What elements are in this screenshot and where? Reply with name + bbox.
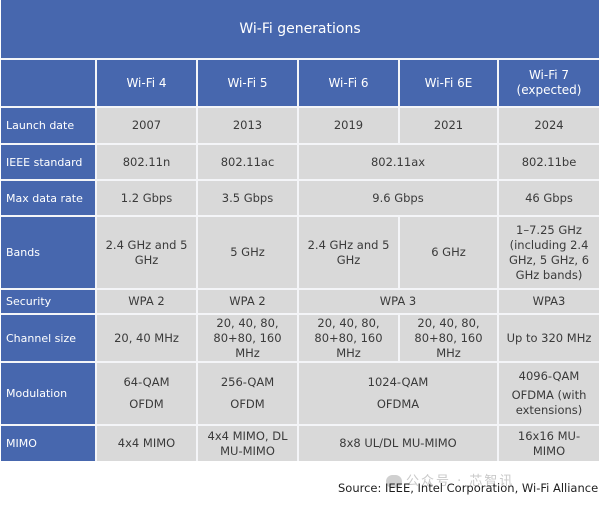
wifi-generations-table: Wi-Fi generations Wi-Fi 4 Wi-Fi 5 Wi-Fi …	[1, 0, 599, 461]
cell-launch-wifi6: 2019	[299, 108, 398, 143]
cell-security-wifi6-6e: WPA 3	[299, 290, 497, 313]
watermark: 公众号 · 芯智讯	[386, 470, 514, 489]
cell-ieee-wifi7: 802.11be	[499, 145, 599, 179]
col-header-wifi7-note: (expected)	[516, 83, 582, 97]
row-header-channel-size: Channel size	[1, 315, 95, 361]
col-header-wifi4: Wi-Fi 4	[97, 60, 196, 106]
cell-rate-wifi7: 46 Gbps	[499, 181, 599, 215]
modulation-qam: 4096-QAM	[518, 369, 580, 383]
cell-mimo-wifi4: 4x4 MIMO	[97, 426, 196, 461]
cell-launch-wifi4: 2007	[97, 108, 196, 143]
cell-launch-wifi7: 2024	[499, 108, 599, 143]
cell-channel-wifi5: 20, 40, 80, 80+80, 160 MHz	[198, 315, 297, 361]
cell-channel-wifi7: Up to 320 MHz	[499, 315, 599, 361]
row-header-modulation: Modulation	[1, 363, 95, 424]
row-header-security: Security	[1, 290, 95, 313]
cell-channel-wifi4: 20, 40 MHz	[97, 315, 196, 361]
cell-launch-wifi6e: 2021	[400, 108, 497, 143]
cell-rate-wifi5: 3.5 Gbps	[198, 181, 297, 215]
cell-ieee-wifi5: 802.11ac	[198, 145, 297, 179]
header-corner	[1, 60, 95, 106]
modulation-scheme: OFDM	[230, 397, 265, 411]
cell-security-wifi5: WPA 2	[198, 290, 297, 313]
cell-mimo-wifi7: 16x16 MU-MIMO	[499, 426, 599, 461]
source-caption: Source: IEEE, Intel Corporation, Wi-Fi A…	[338, 481, 599, 495]
col-header-wifi7-name: Wi-Fi 7	[528, 68, 570, 82]
col-header-wifi6e: Wi-Fi 6E	[400, 60, 497, 106]
cell-mimo-wifi6-6e: 8x8 UL/DL MU-MIMO	[299, 426, 497, 461]
row-header-bands: Bands	[1, 217, 95, 288]
modulation-scheme: OFDMA (with extensions)	[511, 388, 587, 417]
row-header-launch-date: Launch date	[1, 108, 95, 143]
col-header-wifi6: Wi-Fi 6	[299, 60, 398, 106]
modulation-scheme: OFDM	[129, 397, 164, 411]
cell-security-wifi4: WPA 2	[97, 290, 196, 313]
row-header-mimo: MIMO	[1, 426, 95, 461]
modulation-qam: 64-QAM	[123, 375, 170, 389]
cell-bands-wifi6: 2.4 GHz and 5 GHz	[299, 217, 398, 288]
cell-security-wifi7: WPA3	[499, 290, 599, 313]
cell-rate-wifi4: 1.2 Gbps	[97, 181, 196, 215]
cell-modulation-wifi5: 256-QAM OFDM	[198, 363, 297, 424]
cell-modulation-wifi4: 64-QAM OFDM	[97, 363, 196, 424]
watermark-text: 公众号 · 芯智讯	[406, 474, 515, 489]
row-header-ieee-standard: IEEE standard	[1, 145, 95, 179]
modulation-scheme: OFDMA	[376, 397, 420, 411]
cell-launch-wifi5: 2013	[198, 108, 297, 143]
cell-modulation-wifi7: 4096-QAM OFDMA (with extensions)	[499, 363, 599, 424]
cell-rate-wifi6-6e: 9.6 Gbps	[299, 181, 497, 215]
modulation-qam: 256-QAM	[220, 375, 275, 389]
table-title: Wi-Fi generations	[1, 0, 599, 58]
cell-ieee-wifi4: 802.11n	[97, 145, 196, 179]
row-header-max-data-rate: Max data rate	[1, 181, 95, 215]
cell-ieee-wifi6-6e: 802.11ax	[299, 145, 497, 179]
cell-bands-wifi4: 2.4 GHz and 5 GHz	[97, 217, 196, 288]
cell-bands-wifi6e: 6 GHz	[400, 217, 497, 288]
modulation-qam: 1024-QAM	[367, 375, 429, 389]
cell-modulation-wifi6-6e: 1024-QAM OFDMA	[299, 363, 497, 424]
col-header-wifi5: Wi-Fi 5	[198, 60, 297, 106]
cell-bands-wifi7: 1–7.25 GHz (including 2.4 GHz, 5 GHz, 6 …	[499, 217, 599, 288]
cell-channel-wifi6e: 20, 40, 80, 80+80, 160 MHz	[400, 315, 497, 361]
cell-mimo-wifi5: 4x4 MIMO, DL MU-MIMO	[198, 426, 297, 461]
cell-channel-wifi6: 20, 40, 80, 80+80, 160 MHz	[299, 315, 398, 361]
col-header-wifi7: Wi-Fi 7 (expected)	[499, 60, 599, 106]
wechat-icon	[386, 475, 402, 488]
cell-bands-wifi5: 5 GHz	[198, 217, 297, 288]
